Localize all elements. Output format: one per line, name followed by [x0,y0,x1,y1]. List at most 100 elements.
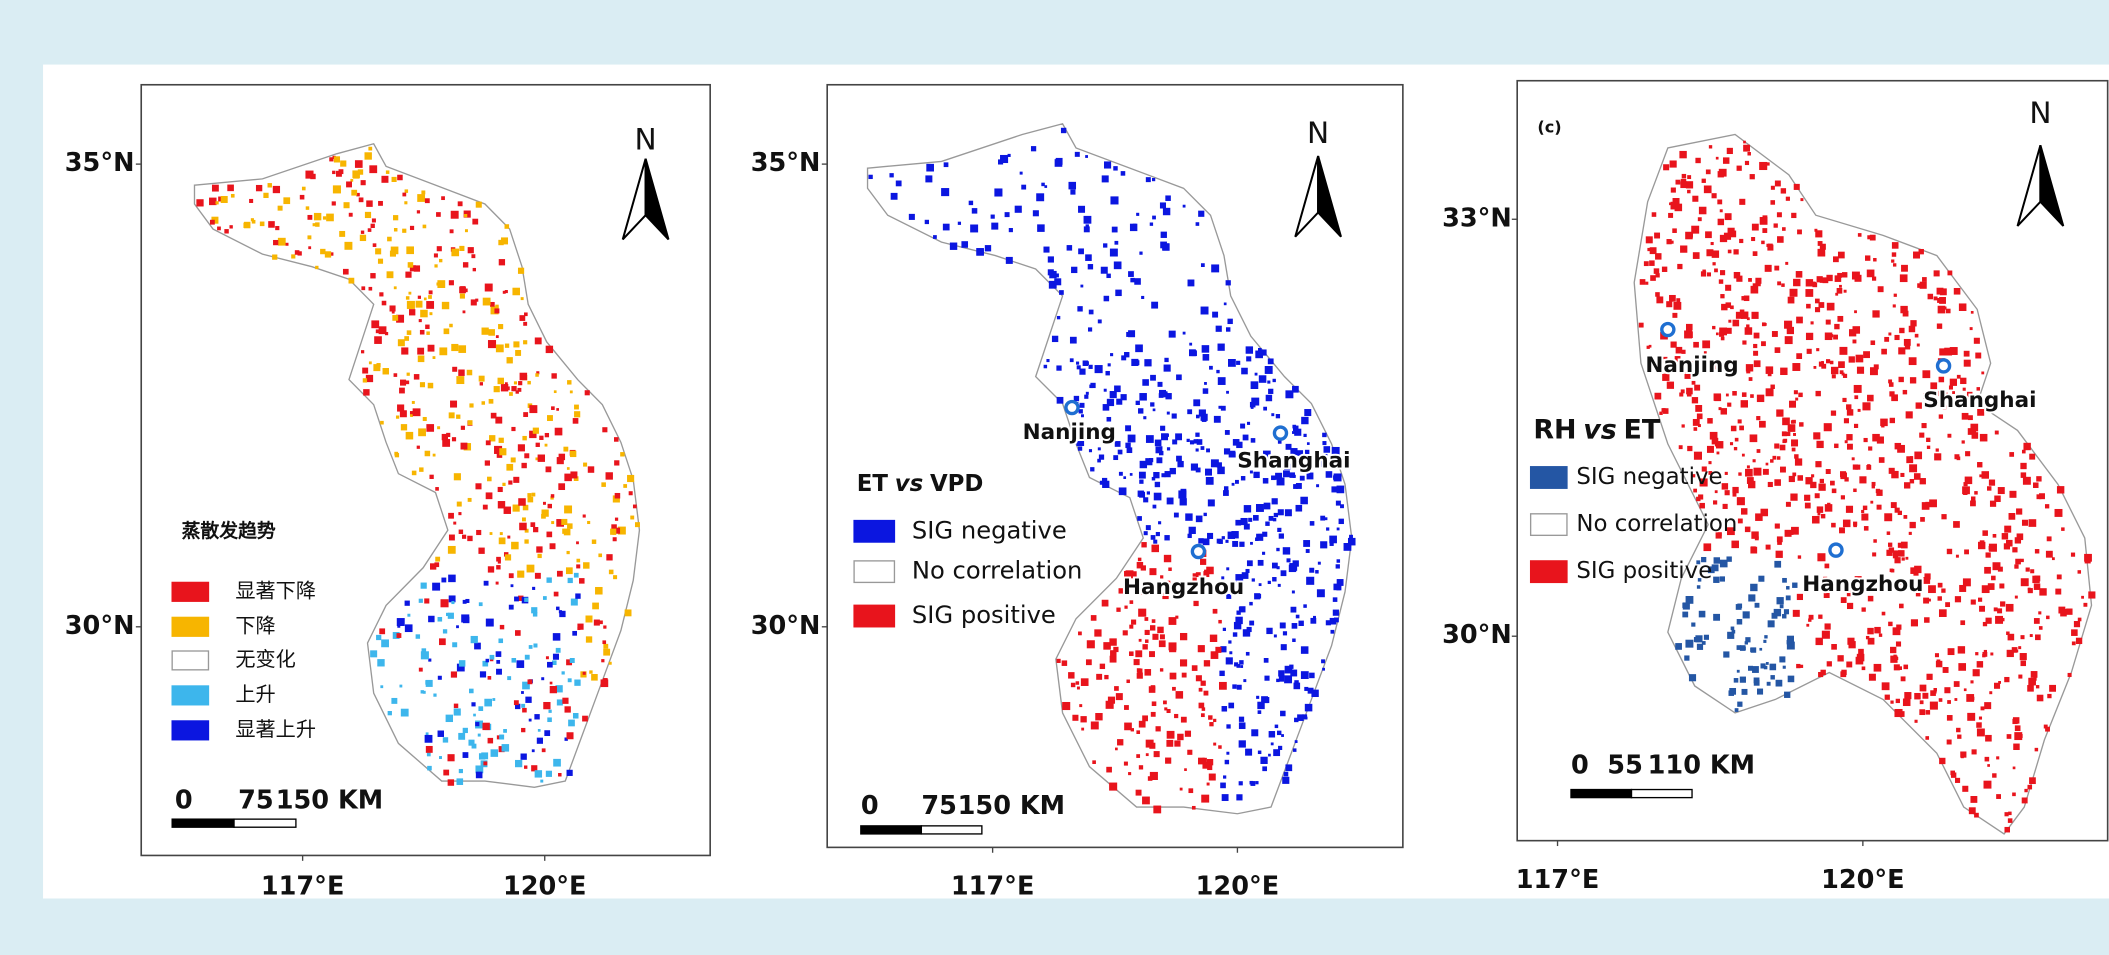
raster-pixel [1204,660,1210,666]
raster-pixel [1863,351,1870,358]
raster-pixel [1968,428,1975,435]
raster-pixel [426,331,429,334]
raster-pixel [1005,212,1010,217]
raster-pixel [490,532,493,535]
raster-pixel [601,482,606,487]
raster-pixel [969,201,973,205]
raster-pixel [412,471,417,476]
legend-label: 显著下降 [235,578,316,602]
raster-pixel [1785,336,1793,344]
raster-pixel [1725,490,1730,495]
raster-pixel [567,732,574,739]
raster-pixel [1243,435,1249,441]
raster-pixel [1218,377,1226,385]
raster-pixel [429,312,432,315]
raster-pixel [1100,664,1105,669]
raster-pixel [1305,704,1313,712]
raster-pixel [449,280,454,285]
raster-pixel [314,213,321,220]
raster-pixel [1777,281,1781,285]
raster-pixel [1152,701,1157,706]
raster-pixel [397,618,405,626]
raster-pixel [2024,789,2027,792]
raster-pixel [1774,479,1781,486]
raster-pixel [1294,718,1298,722]
raster-pixel [1244,524,1250,530]
raster-pixel [1906,411,1913,418]
raster-pixel [1152,216,1156,220]
raster-pixel [2038,611,2041,614]
raster-pixel [1084,395,1088,399]
raster-pixel [1276,414,1280,418]
raster-pixel [1222,794,1229,801]
raster-pixel [332,171,335,174]
raster-pixel [1939,609,1947,617]
raster-pixel [1203,354,1210,361]
raster-pixel [1864,438,1868,442]
raster-pixel [1091,721,1099,729]
raster-pixel [1713,614,1720,621]
raster-pixel [229,225,232,228]
raster-pixel [424,298,427,301]
raster-pixel [1081,414,1084,417]
raster-pixel [1748,278,1752,282]
raster-pixel [1131,620,1136,625]
raster-pixel [404,201,407,204]
raster-pixel [1209,774,1216,781]
raster-pixel [507,676,511,680]
raster-pixel [1903,515,1907,519]
raster-pixel [1259,583,1262,586]
raster-pixel [567,380,571,384]
raster-pixel [985,245,991,251]
raster-pixel [1104,389,1107,392]
raster-pixel [1070,337,1077,344]
raster-pixel [1975,652,1978,655]
raster-pixel [2057,486,2064,493]
raster-pixel [1336,564,1340,568]
raster-pixel [1770,675,1774,679]
raster-pixel [1178,490,1186,498]
raster-pixel [1894,335,1899,340]
raster-pixel [315,222,319,226]
raster-pixel [1243,679,1246,682]
raster-pixel [1870,501,1873,504]
raster-pixel [1081,728,1084,731]
raster-pixel [623,484,627,488]
raster-pixel [1966,694,1974,702]
raster-pixel [399,388,405,394]
raster-pixel [1102,600,1109,607]
raster-pixel [1964,351,1970,357]
raster-pixel [1832,374,1836,378]
raster-pixel [1748,481,1755,488]
raster-pixel [1119,472,1123,476]
raster-pixel [413,408,421,416]
raster-pixel [1152,634,1158,640]
raster-pixel [2037,695,2044,702]
raster-pixel [1670,160,1677,167]
raster-pixel [1995,431,1999,435]
raster-pixel [1075,152,1080,157]
raster-pixel [1711,242,1714,245]
raster-pixel [1947,271,1952,276]
raster-pixel [579,578,585,584]
raster-pixel [416,634,420,638]
raster-pixel [1216,326,1222,332]
raster-pixel [1902,557,1905,560]
raster-pixel [1015,206,1022,213]
raster-pixel [1105,371,1109,375]
raster-pixel [423,691,426,694]
raster-pixel [1894,294,1897,297]
raster-pixel [1922,277,1927,282]
raster-pixel [1180,788,1183,791]
scale-bar-white [921,826,982,834]
raster-pixel [1713,500,1717,504]
raster-pixel [950,243,957,250]
raster-pixel [1962,413,1969,420]
raster-pixel [1831,411,1836,416]
raster-pixel [488,329,495,336]
raster-pixel [1994,607,1998,611]
raster-pixel [523,340,527,344]
raster-pixel [1280,711,1286,717]
raster-pixel [1817,553,1825,561]
raster-pixel [576,541,579,544]
